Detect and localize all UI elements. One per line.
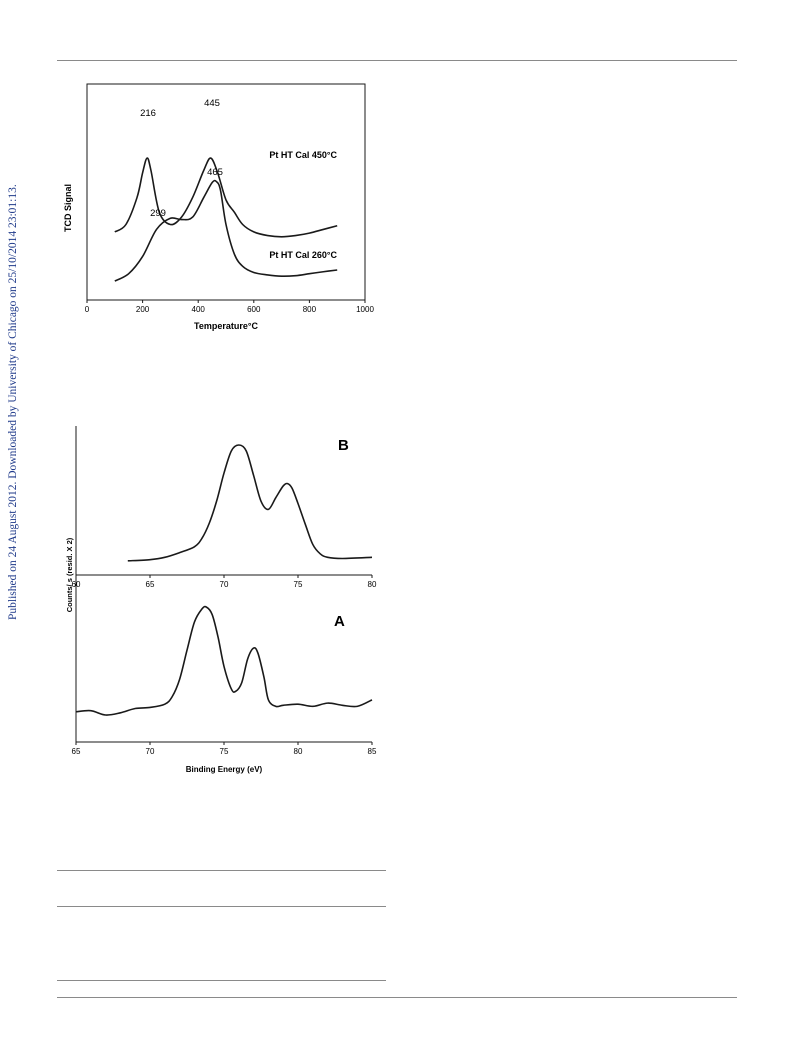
xps-a-x-tick-label: 65 — [72, 747, 81, 756]
table-rule-2 — [57, 906, 386, 907]
tpr-peak-label-299: 299 — [150, 208, 166, 219]
xps-x-axis-title: Binding Energy (eV) — [186, 765, 263, 774]
tpr-x-tick-labels: 0 200 400 600 800 1000 — [85, 305, 375, 314]
tpr-series-label-260: Pt HT Cal 260°C — [269, 250, 337, 260]
xps-b-x-tick-labels: 60 65 70 75 80 — [72, 580, 377, 589]
tpr-series-line-450 — [114, 157, 338, 238]
tpr-x-ticks — [86, 300, 366, 303]
tpr-series-line-260 — [114, 179, 338, 282]
footer-rule — [57, 997, 737, 998]
xps-curves — [75, 444, 373, 716]
tpr-x-tick-label: 200 — [136, 305, 150, 314]
tpr-x-tick-label: 0 — [85, 305, 90, 314]
tpr-y-axis-title: TCD Signal — [63, 184, 73, 232]
xps-y-axis-title: Counts/ s (resid. X 2) — [65, 537, 74, 612]
tpr-peak-label-465: 465 — [207, 167, 223, 178]
xps-a-x-tick-label: 70 — [146, 747, 155, 756]
table-rule-1 — [57, 870, 386, 871]
tpr-x-tick-label: 800 — [303, 305, 317, 314]
tpr-x-tick-label: 400 — [192, 305, 206, 314]
tpr-x-tick-label: 1000 — [356, 305, 374, 314]
xps-a-x-ticks — [75, 742, 373, 745]
tpr-x-tick-label: 600 — [247, 305, 261, 314]
xps-a-x-tick-label: 85 — [368, 747, 377, 756]
tpr-x-axis-title: Temperature°C — [194, 321, 258, 331]
tpr-peak-label-445: 445 — [204, 98, 220, 109]
xps-a-x-tick-label: 80 — [294, 747, 303, 756]
tpr-peak-label-216: 216 — [140, 108, 156, 119]
xps-a-x-tick-labels: 65 70 75 80 85 — [72, 747, 377, 756]
xps-b-x-tick-label: 70 — [220, 580, 229, 589]
xps-a-series-line — [75, 605, 373, 716]
xps-b-x-tick-label: 65 — [146, 580, 155, 589]
xps-a-x-tick-label: 75 — [220, 747, 229, 756]
table-rule-3 — [57, 980, 386, 981]
tpr-series-label-450: Pt HT Cal 450°C — [269, 150, 337, 160]
xps-b-series-line — [127, 444, 373, 562]
xps-b-x-ticks — [75, 575, 373, 578]
xps-panel-label-b: B — [338, 437, 349, 454]
tpr-frame — [86, 83, 366, 301]
xps-b-x-tick-label: 60 — [72, 580, 81, 589]
xps-b-x-tick-label: 80 — [368, 580, 377, 589]
header-rule — [57, 60, 737, 61]
xps-b-x-tick-label: 75 — [294, 580, 303, 589]
tpr-curves — [114, 157, 338, 282]
xps-panel-label-a: A — [334, 613, 345, 630]
